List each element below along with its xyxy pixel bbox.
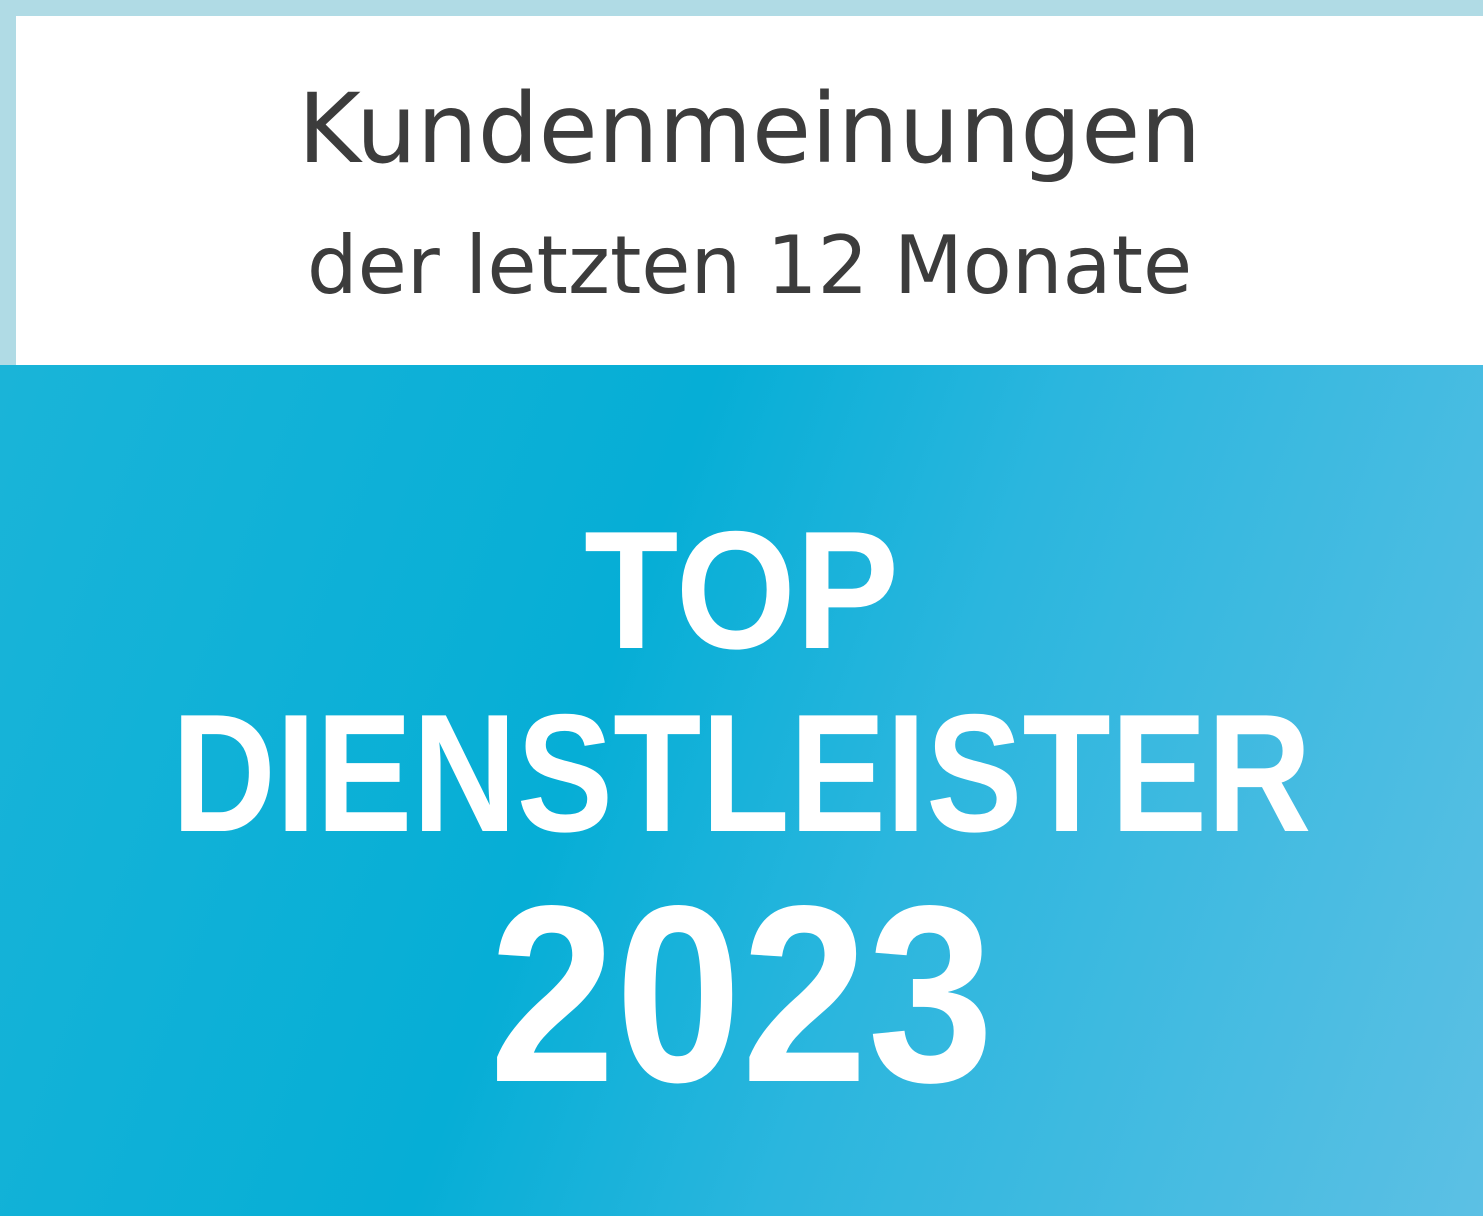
badge-main-label: DIENSTLEISTER [171,679,1312,867]
header-subtitle: der letzten 12 Monate [306,219,1193,312]
badge-panel: TOP DIENSTLEISTER 2023 [0,365,1483,1216]
header-title: Kundenmeinungen [297,73,1202,185]
header-panel: Kundenmeinungen der letzten 12 Monate [16,16,1483,365]
badge-top-label: TOP [584,496,899,684]
badge-year: 2023 [489,854,994,1135]
